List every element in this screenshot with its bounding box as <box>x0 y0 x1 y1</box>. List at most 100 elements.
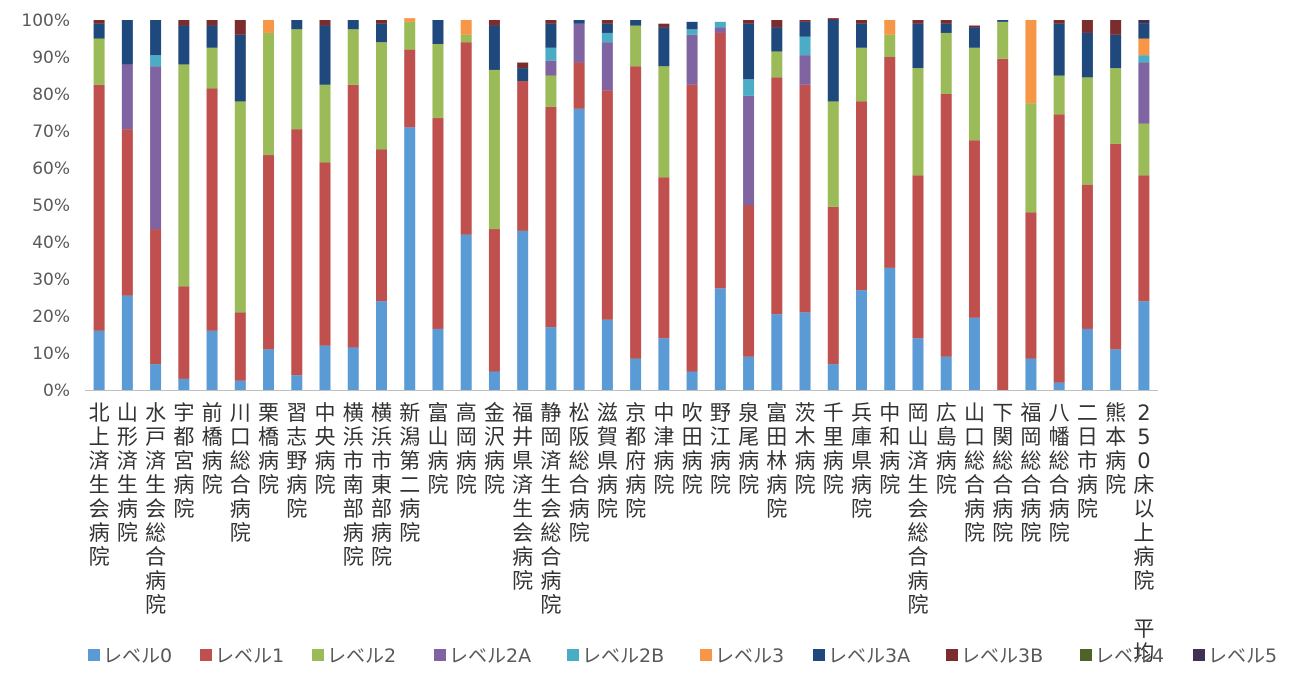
bar-segment <box>460 20 472 35</box>
legend-label: レベル0 <box>103 645 172 667</box>
bar-segment <box>1053 382 1065 390</box>
bar-segment <box>319 20 331 26</box>
x-tick-label: 兵庫県病院 <box>851 401 872 521</box>
bar-segment <box>291 20 303 30</box>
bar-segment <box>1053 114 1065 383</box>
x-tick-label: 山口総合病院 <box>964 401 985 545</box>
bar-segment <box>1138 23 1150 39</box>
bar-segment <box>319 84 331 163</box>
bar-segment <box>601 23 613 33</box>
bar-segment <box>573 62 585 109</box>
bar-segment <box>658 27 670 67</box>
bar-segment <box>545 75 557 107</box>
bar-segment <box>432 44 444 119</box>
bar-segment <box>743 23 755 80</box>
bar-segment <box>93 330 105 390</box>
bar-segment <box>488 25 500 70</box>
bar-segment <box>206 20 218 26</box>
bar-segment <box>150 20 162 56</box>
bar-segment <box>686 84 698 372</box>
x-tick-label: 宇都宮病院 <box>173 401 194 521</box>
x-tick-label: 岡山済生会総合病院 <box>907 401 928 617</box>
bar-segment <box>1025 20 1037 104</box>
bar-segment <box>347 84 359 348</box>
bar-segment <box>206 88 218 331</box>
bar-segment <box>1110 20 1122 35</box>
bar-segment <box>714 32 726 289</box>
bar-segment <box>912 20 924 24</box>
x-tick-label: 茨木病院 <box>795 401 816 497</box>
legend-label: レベル1 <box>215 645 284 667</box>
bar-segment <box>856 20 868 24</box>
y-tick-label: 100% <box>21 11 70 31</box>
legend-label: レベル3 <box>715 645 784 667</box>
bar-segment <box>93 84 105 331</box>
bar-segment <box>884 267 896 390</box>
bar-segment <box>432 20 444 45</box>
bar-segment <box>460 34 472 43</box>
legend-swatch <box>88 649 100 661</box>
bar-segment <box>799 36 811 56</box>
x-tick-label: 栗橋病院 <box>258 401 279 497</box>
bar-segment <box>545 60 557 76</box>
bar-segment <box>517 230 529 390</box>
bar-segment <box>545 327 557 390</box>
x-tick-label: 新潟第二病院 <box>399 401 420 545</box>
bar-segment <box>234 20 246 35</box>
legend: レベル0 レベル1 レベル2 レベル2A レベル2B レベル3 レベル3A レベル3B レベル4… <box>88 645 1277 667</box>
bar-segment <box>1081 184 1093 329</box>
bar-segment <box>940 20 952 24</box>
bar-segment <box>743 205 755 357</box>
legend-swatch <box>1080 649 1092 661</box>
bar-segment <box>178 286 190 379</box>
x-tick-label: 北上済生会病院 <box>89 401 110 569</box>
bar-segment <box>771 314 783 390</box>
bar-segment <box>150 229 162 365</box>
bar-segment <box>517 81 529 231</box>
bar-segment <box>432 118 444 329</box>
bar-segment <box>884 34 896 57</box>
bar-segment <box>488 229 500 372</box>
bar-segment <box>573 20 585 24</box>
bar-segment <box>347 20 359 30</box>
bar-segment <box>404 127 416 391</box>
bar-segment <box>799 84 811 313</box>
x-tick-label: 山形済生病院 <box>117 401 138 545</box>
bar-segment <box>319 25 331 85</box>
bar-segment <box>234 34 246 102</box>
bar-segment <box>150 55 162 67</box>
x-tick-label: 2 5 0 床以上病院平均 <box>1133 401 1154 665</box>
bar-segment <box>799 55 811 85</box>
bar-segment <box>375 301 387 390</box>
bar-segment <box>291 129 303 376</box>
bar-segment <box>234 101 246 313</box>
y-tick-label: 30% <box>32 270 70 290</box>
bar-segment <box>1138 123 1150 176</box>
bar-segment <box>460 42 472 235</box>
bar-segment <box>1081 20 1093 33</box>
legend-label: レベル3B <box>961 645 1043 667</box>
bar-segment <box>912 175 924 339</box>
x-tick-label: 滋賀県病院 <box>597 401 618 521</box>
x-tick-label: 静岡済生会総合病院 <box>540 401 561 617</box>
bar-segment <box>686 34 698 85</box>
bar-segment <box>263 20 275 33</box>
bar-segment <box>545 20 557 24</box>
bar-segment <box>771 27 783 52</box>
bar-segment <box>1025 358 1037 390</box>
x-tick-label: 高岡病院 <box>456 401 477 497</box>
bar-segment <box>827 101 839 207</box>
legend-swatch <box>1193 649 1205 661</box>
bar-segment <box>743 356 755 390</box>
x-tick-label: 金沢病院 <box>484 401 505 497</box>
x-tick-label: 習志野病院 <box>286 401 307 521</box>
bar-segment <box>799 312 811 390</box>
bar-segment <box>178 378 190 390</box>
y-tick-label: 50% <box>32 196 70 216</box>
x-tick-label: 千里病院 <box>823 401 844 497</box>
bar-segment <box>1053 75 1065 115</box>
bar-segment <box>1081 328 1093 390</box>
bar-segment <box>1138 62 1150 124</box>
bar-segment <box>319 345 331 390</box>
